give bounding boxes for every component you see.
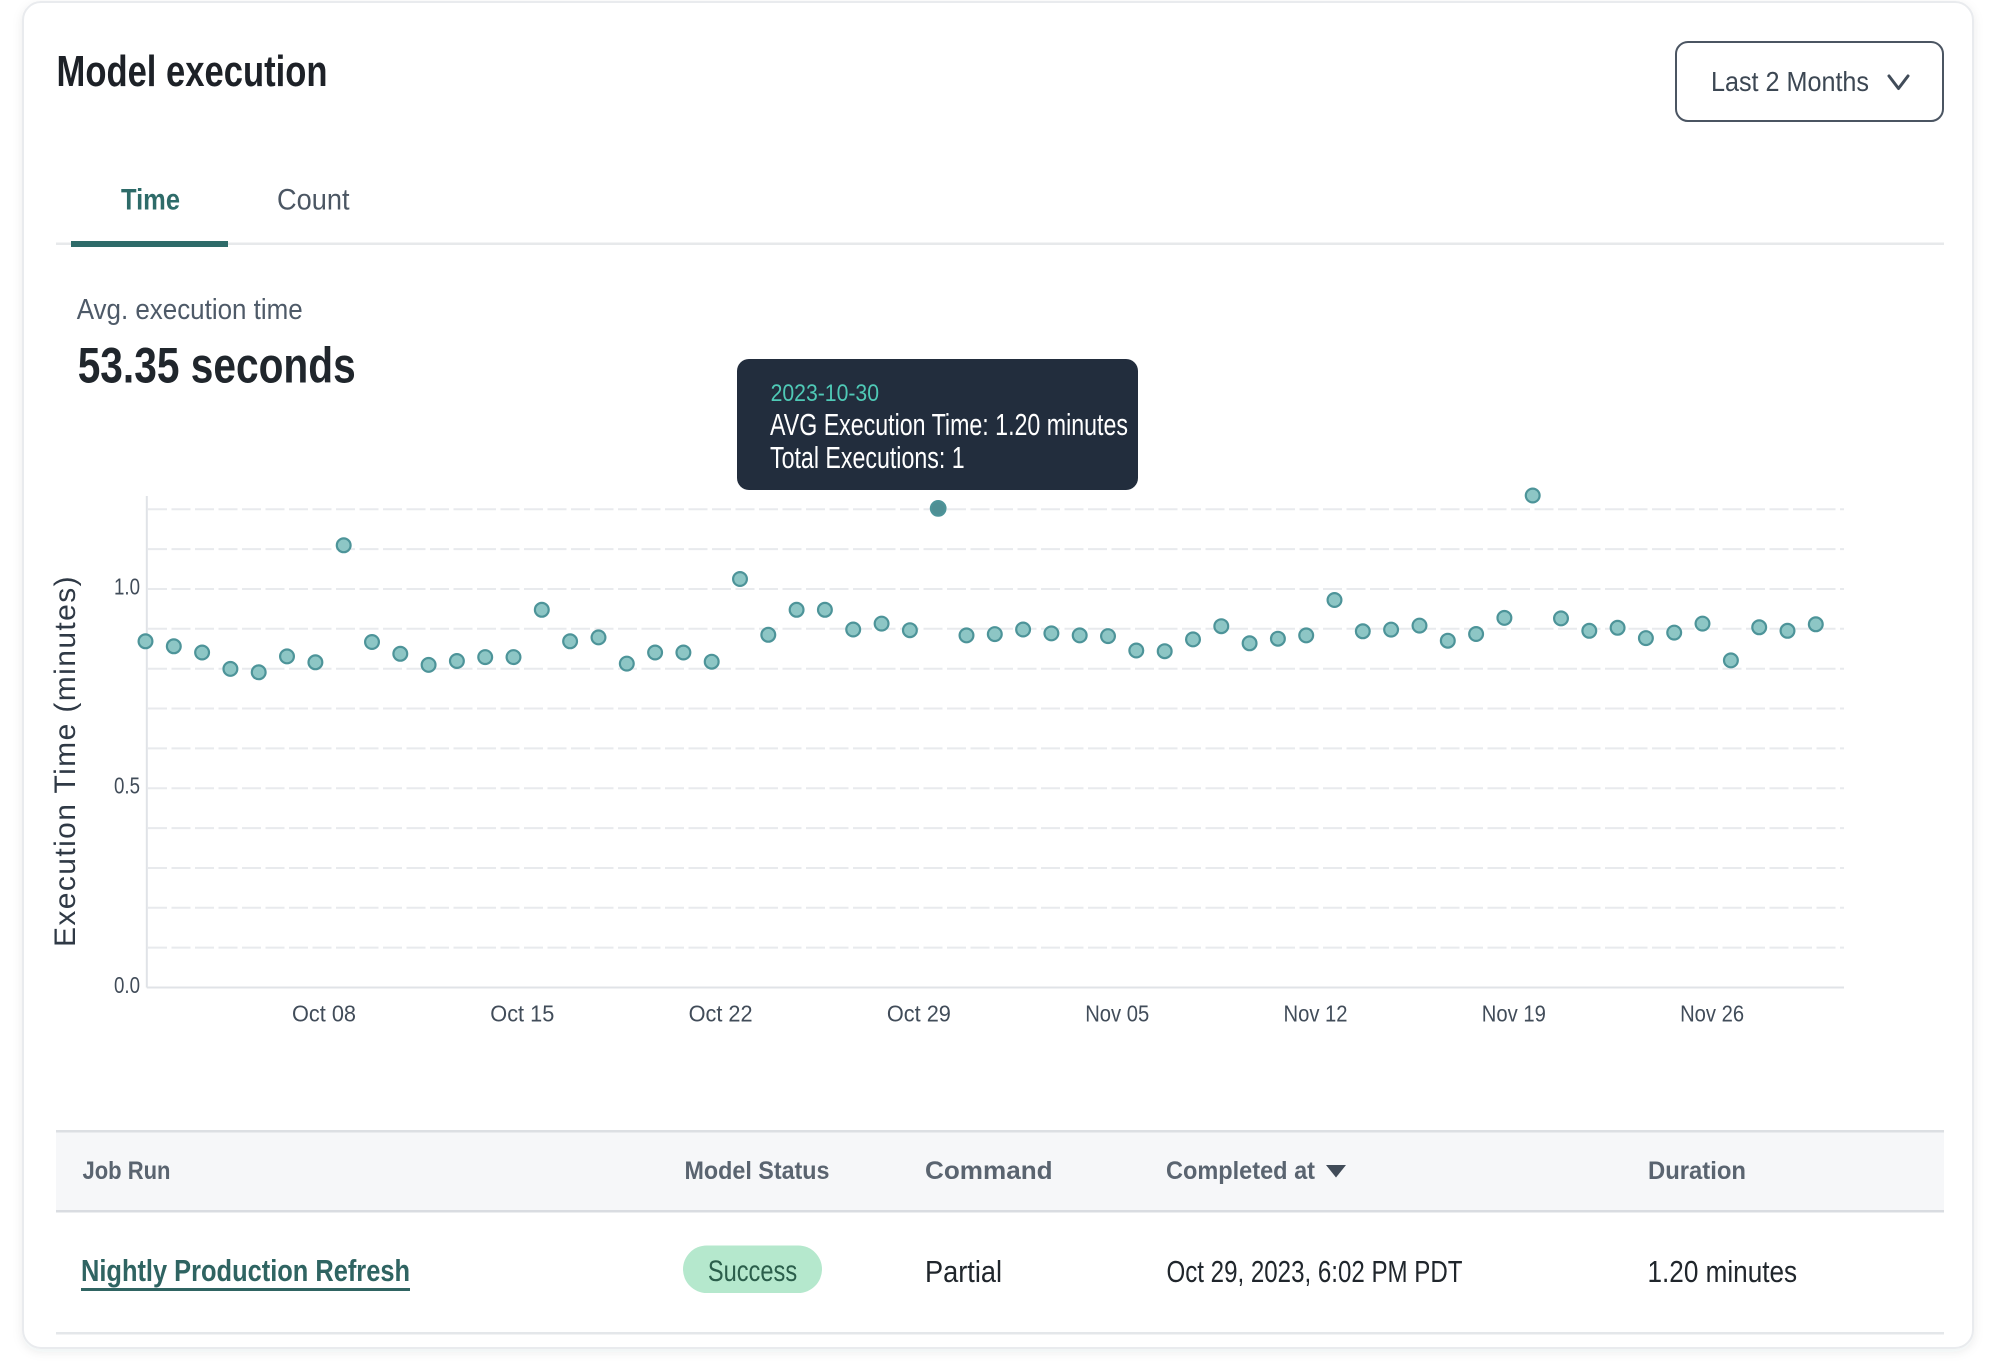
svg-text:Command: Command — [925, 1157, 1053, 1185]
svg-text:Partial: Partial — [925, 1254, 1002, 1289]
svg-text:Success: Success — [708, 1255, 797, 1288]
svg-text:Nov 19: Nov 19 — [1482, 1001, 1546, 1027]
svg-text:Completed at: Completed at — [1166, 1157, 1316, 1185]
svg-text:Last 2 Months: Last 2 Months — [1711, 66, 1869, 97]
svg-text:Avg. execution time: Avg. execution time — [77, 294, 303, 326]
svg-text:Duration: Duration — [1648, 1157, 1746, 1185]
svg-text:0.5: 0.5 — [114, 773, 140, 799]
svg-text:1.20 minutes: 1.20 minutes — [1648, 1254, 1798, 1289]
svg-text:AVG Execution Time: 1.20 minut: AVG Execution Time: 1.20 minutes — [770, 407, 1128, 442]
svg-text:Execution Time (minutes): Execution Time (minutes) — [49, 575, 82, 947]
svg-text:53.35 seconds: 53.35 seconds — [78, 338, 356, 394]
svg-text:Nov 05: Nov 05 — [1085, 1001, 1149, 1027]
svg-text:0.0: 0.0 — [114, 972, 140, 998]
svg-text:Oct 08: Oct 08 — [292, 1001, 356, 1027]
svg-text:Model execution: Model execution — [57, 48, 328, 96]
svg-text:Time: Time — [121, 183, 180, 216]
svg-text:2023-10-30: 2023-10-30 — [771, 380, 879, 407]
svg-text:Nightly Production Refresh: Nightly Production Refresh — [81, 1253, 410, 1288]
svg-text:Total Executions: 1: Total Executions: 1 — [770, 440, 965, 475]
svg-text:Oct 22: Oct 22 — [689, 1001, 753, 1027]
svg-text:1.0: 1.0 — [114, 574, 140, 600]
svg-text:Count: Count — [277, 183, 350, 216]
svg-text:Oct 15: Oct 15 — [490, 1001, 554, 1027]
svg-text:Model Status: Model Status — [685, 1157, 830, 1185]
svg-text:Nov 26: Nov 26 — [1680, 1001, 1744, 1027]
svg-text:Nov 12: Nov 12 — [1284, 1001, 1348, 1027]
svg-text:Job Run: Job Run — [83, 1157, 171, 1185]
svg-text:Oct 29: Oct 29 — [887, 1001, 951, 1027]
svg-text:Oct 29, 2023, 6:02 PM PDT: Oct 29, 2023, 6:02 PM PDT — [1167, 1254, 1463, 1289]
